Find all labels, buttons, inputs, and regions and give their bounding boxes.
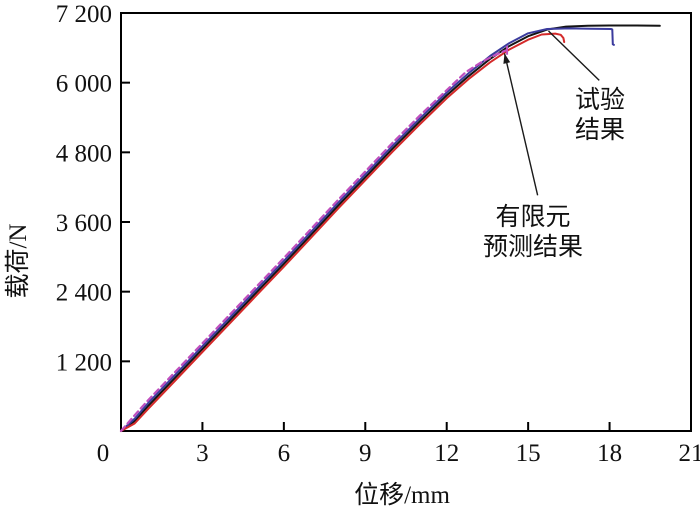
leader-arrow-fea xyxy=(503,53,511,64)
y-tick-label: 2 400 xyxy=(56,280,112,307)
x-axis-title: 位移/mm xyxy=(354,482,450,508)
leader-line-test xyxy=(548,30,600,81)
leader-line-fea xyxy=(503,53,539,196)
y-tick-label: 3 600 xyxy=(56,210,112,237)
y-axis-title: 载荷/N xyxy=(5,223,32,299)
annotation-fea-line2: 预测结果 xyxy=(482,234,583,261)
annotation-test-line1: 试验 xyxy=(574,87,625,114)
x-tick-label: 18 xyxy=(597,440,622,467)
x-tick-label: 6 xyxy=(278,440,291,467)
annotation-test-results: 试验 结果 xyxy=(550,86,650,146)
annotation-fea-results: 有限元 预测结果 xyxy=(455,203,611,263)
plot-frame xyxy=(120,12,692,432)
curve-fea xyxy=(119,49,507,433)
annotation-fea-line1: 有限元 xyxy=(495,204,571,231)
y-tick-label: 4 800 xyxy=(56,140,112,167)
annotation-test-line2: 结果 xyxy=(574,117,625,144)
y-tick-label: 7 200 xyxy=(56,1,112,28)
x-tick-label: 9 xyxy=(359,440,372,467)
x-tick-label: 21 xyxy=(679,440,700,467)
y-tick-label: 1 200 xyxy=(56,349,112,376)
x-tick-label: 3 xyxy=(196,440,209,467)
y-tick-label: 6 000 xyxy=(56,71,112,98)
origin-label: 0 xyxy=(97,440,110,467)
curve-test-2 xyxy=(120,27,615,432)
x-tick-label: 12 xyxy=(434,440,459,467)
curve-test-1 xyxy=(120,24,661,432)
x-tick-label: 15 xyxy=(516,440,541,467)
curve-test-3 xyxy=(120,32,566,432)
